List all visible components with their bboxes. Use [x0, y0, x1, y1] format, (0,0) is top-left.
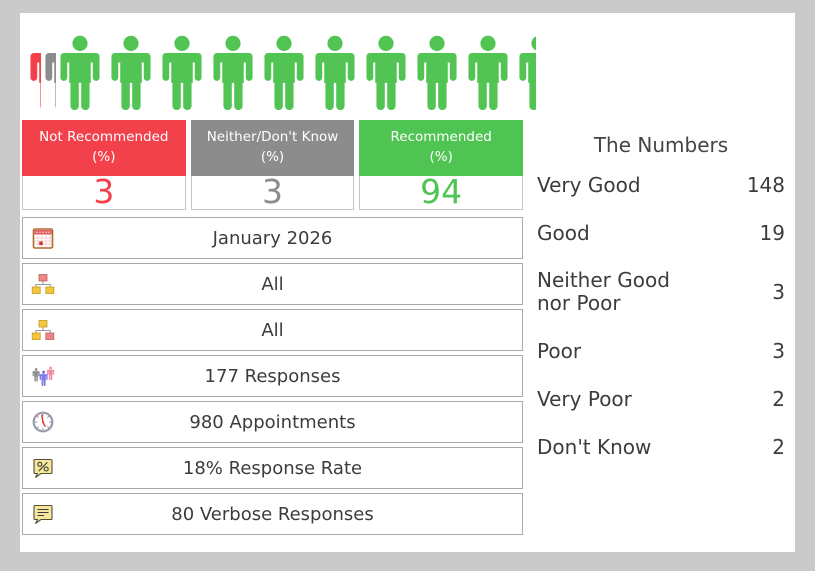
team-filter-row[interactable]: All [22, 309, 523, 351]
numbers-item-value: 19 [759, 221, 785, 245]
month-selector-value: January 2026 [212, 227, 333, 249]
pictograph-person-green [60, 35, 100, 111]
person-icon [264, 35, 304, 110]
numbers-panel-title: The Numbers [593, 133, 729, 157]
stat-header-not-recommended: Not Recommended (%) [22, 120, 186, 176]
numbers-item-very-poor: Very Poor 2 [537, 387, 785, 411]
person-icon [60, 35, 100, 110]
team-filter-value: All [261, 319, 284, 341]
person-icon [315, 35, 355, 110]
pictograph-person-green [468, 35, 508, 111]
numbers-item-label: Very Poor [537, 386, 632, 411]
person-icon [417, 35, 457, 110]
stat-neither-dont-know: Neither/Don't Know (%) 3 [190, 120, 355, 211]
numbers-item-label: Poor [537, 338, 582, 363]
appointments-row: 980 Appointments [22, 401, 523, 443]
info-rows: January 2026 All [22, 217, 523, 539]
appointments-count: 980 Appointments [189, 411, 356, 433]
pictograph-person-green [366, 35, 406, 111]
pictograph-person-green [213, 35, 253, 111]
numbers-item-value: 2 [772, 435, 785, 459]
recommendation-pictograph [30, 35, 536, 111]
verbose-responses-count: 80 Verbose Responses [171, 503, 374, 525]
comment-icon [31, 502, 55, 526]
person-icon [45, 35, 56, 110]
person-icon [519, 35, 536, 110]
stat-not-recommended: Not Recommended (%) 3 [22, 120, 186, 210]
numbers-item-label: Don't Know [537, 434, 652, 459]
pictograph-person-red [30, 35, 41, 111]
numbers-item-neither: Neither Good nor Poor 3 [537, 269, 785, 315]
numbers-item-label: Good [537, 220, 590, 245]
response-rate-value: 18% Response Rate [182, 457, 363, 479]
stat-unit: (%) [429, 149, 453, 165]
person-icon [468, 35, 508, 110]
person-icon [162, 35, 202, 110]
the-numbers-panel: The Numbers Very Good 148 Good 19 Neithe… [537, 133, 785, 483]
person-icon [213, 35, 253, 110]
pictograph-person-green [315, 35, 355, 111]
person-icon [30, 35, 41, 110]
organisation-filter-row[interactable]: All [22, 263, 523, 305]
stat-unit: (%) [260, 149, 285, 165]
numbers-item-value: 3 [772, 339, 785, 363]
stat-tiles: Not Recommended (%) 3 Neither/Don't Know… [22, 120, 524, 211]
percent-bubble-icon [31, 456, 55, 480]
verbose-responses-row: 80 Verbose Responses [22, 493, 523, 535]
numbers-item-dont-know: Don't Know 2 [537, 435, 785, 459]
responses-row: 177 Responses [22, 355, 523, 397]
stat-value-neither: 3 [262, 172, 283, 211]
pictograph-person-green [162, 35, 202, 111]
people-icon [31, 364, 55, 388]
pictograph-person-green-partial [519, 35, 536, 111]
stat-unit: (%) [92, 149, 116, 165]
responses-count: 177 Responses [204, 365, 341, 387]
pictograph-person-green [264, 35, 304, 111]
hierarchy-icon [31, 272, 55, 296]
numbers-item-value: 148 [746, 173, 785, 197]
stat-value-not-recommended: 3 [93, 172, 115, 211]
numbers-item-value: 2 [772, 387, 785, 411]
stat-label: Recommended [390, 129, 492, 146]
stat-header-neither: Neither/Don't Know (%) [190, 120, 355, 176]
stat-header-recommended: Recommended (%) [359, 120, 524, 176]
numbers-item-value: 3 [772, 280, 785, 304]
numbers-item-very-good: Very Good 148 [537, 173, 785, 197]
person-icon [111, 35, 151, 110]
numbers-item-good: Good 19 [537, 221, 785, 245]
stat-value-recommended: 94 [420, 172, 463, 211]
stat-label: Neither/Don't Know [206, 129, 339, 146]
person-icon [366, 35, 406, 110]
numbers-item-label: Very Good [537, 172, 641, 197]
stat-recommended: Recommended (%) 94 [359, 120, 524, 211]
pictograph-person-green [111, 35, 151, 111]
month-selector-row[interactable]: January 2026 [22, 217, 523, 259]
clock-icon [31, 410, 55, 434]
dashboard-panel: Not Recommended (%) 3 Neither/Don't Know… [20, 13, 795, 552]
numbers-item-label: Neither Good nor Poor [537, 268, 670, 315]
pictograph-person-green [417, 35, 457, 111]
numbers-item-poor: Poor 3 [537, 339, 785, 363]
organisation-filter-value: All [261, 273, 284, 295]
response-rate-row: 18% Response Rate [22, 447, 523, 489]
hierarchy-icon [31, 318, 55, 342]
stat-label: Not Recommended [39, 129, 169, 146]
pictograph-person-gray [45, 35, 56, 111]
calendar-icon [31, 226, 55, 250]
